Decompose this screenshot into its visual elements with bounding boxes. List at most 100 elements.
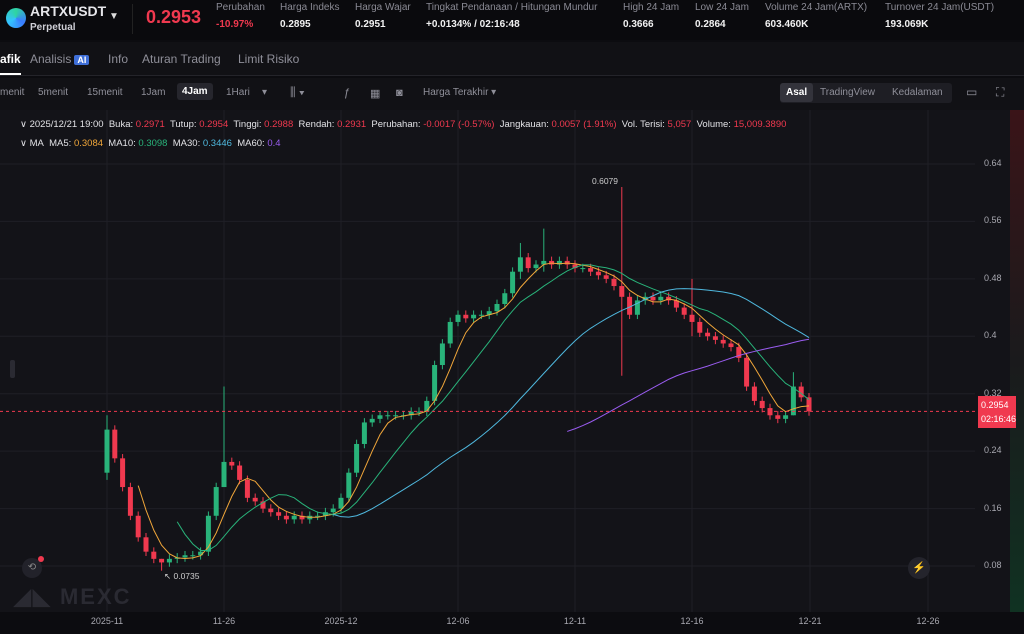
candle-body	[120, 458, 126, 488]
low-label: Rendah:	[298, 119, 335, 130]
volume-label: Volume:	[696, 119, 731, 130]
view-original[interactable]: Asal	[780, 83, 814, 102]
tab-risk-limit[interactable]: Limit Risiko	[238, 52, 300, 66]
candle-type-icon[interactable]: ⫼ ▾	[290, 85, 305, 99]
stat-label: Turnover 24 Jam(USDT)	[885, 2, 995, 13]
candle-body	[315, 515, 321, 517]
tab-bar: afik Analisis AI Info Aturan Trading Limi…	[0, 42, 1024, 76]
indicator-icon[interactable]: ƒ	[344, 87, 351, 99]
candle-body	[673, 300, 679, 308]
interval-1h[interactable]: 1Jam	[141, 87, 166, 98]
candle-body	[619, 286, 625, 297]
open-value: 0.2971	[135, 119, 165, 130]
ma60-value: 0.4	[267, 138, 281, 149]
min-price-annotation: ↖ 0.0735	[164, 571, 200, 581]
layout-grid-icon[interactable]: ▦	[370, 88, 381, 100]
candle-body	[377, 415, 383, 419]
change-label: Perubahan:	[371, 119, 421, 130]
stat-label: Harga Indeks	[280, 2, 340, 13]
divider	[132, 4, 133, 34]
ohlc-datetime: 2025/12/21 19:00	[29, 119, 104, 130]
fullscreen-icon[interactable]: ⛶	[996, 85, 1005, 99]
price-type-select[interactable]: Harga Terakhir ▾	[423, 87, 497, 98]
candle-body	[424, 400, 430, 412]
ma5-line	[137, 262, 810, 560]
candle-body	[260, 501, 266, 509]
candle-body	[455, 314, 461, 322]
stat-value: 603.460K	[765, 19, 809, 30]
candle-body	[720, 339, 726, 344]
chevron-down-icon[interactable]: ▼	[109, 11, 119, 22]
candle-body	[533, 264, 539, 269]
candle-body	[712, 336, 718, 340]
candle-body	[790, 386, 796, 416]
candle-body	[151, 551, 157, 559]
stat-2: Harga Wajar 0.2951	[355, 2, 411, 30]
candle-body	[478, 314, 484, 316]
tab-trading-rules[interactable]: Aturan Trading	[142, 52, 221, 66]
replay-icon[interactable]: ⟲	[22, 558, 42, 578]
candle-body	[166, 558, 172, 563]
y-tick: 0.56	[984, 215, 1002, 226]
x-tick: 11-26	[212, 616, 236, 626]
close-label: Tutup:	[169, 119, 197, 130]
view-tradingview[interactable]: TradingView	[820, 87, 876, 98]
candle-body	[229, 461, 235, 466]
candle-body	[112, 429, 118, 459]
min-price-value: 0.0735	[173, 571, 200, 581]
candle-body	[463, 314, 469, 319]
interval-15m[interactable]: 15menit	[87, 87, 123, 98]
watermark-text: MEXC	[59, 584, 132, 609]
ticker-header: ARTXUSDT Perpetual ▼ 0.2953 Perubahan -10…	[0, 0, 1024, 40]
camera-icon[interactable]: ◙	[396, 87, 403, 99]
high-label: Tinggi:	[233, 119, 262, 130]
candle-body	[689, 314, 695, 322]
stat-4: High 24 Jam 0.3666	[623, 2, 679, 30]
candle-body	[502, 293, 508, 304]
lightning-icon[interactable]: ⚡	[908, 557, 930, 579]
y-tick: 0.08	[984, 560, 1002, 571]
candle-body	[783, 415, 789, 419]
candle-body	[159, 558, 165, 563]
interval-5m[interactable]: 5menit	[38, 87, 69, 98]
candle-body	[525, 257, 531, 269]
ma30-value: 0.3446	[202, 138, 232, 149]
stat-5: Low 24 Jam 0.2864	[695, 2, 749, 30]
ma5-label: MA5:	[49, 138, 72, 149]
stat-label: High 24 Jam	[623, 2, 680, 13]
candle-body	[580, 268, 586, 270]
time-axis: 2025-11 11-26 2025-12 12-06 12-11 12-16 12-21 1…	[0, 612, 1024, 634]
window-icon[interactable]: ▭	[966, 85, 978, 99]
stat-label: Volume 24 Jam(ARTX)	[765, 2, 868, 13]
side-handle[interactable]	[10, 360, 15, 378]
view-depth[interactable]: Kedalaman	[892, 87, 943, 98]
interval-4h[interactable]: 4Jam	[177, 83, 213, 100]
interval-1m[interactable]: menit	[0, 87, 25, 98]
candle-body	[299, 515, 305, 520]
stat-3: Tingkat Pendanaan / Hitungan Mundur +0.01…	[426, 2, 597, 30]
candle-body	[588, 268, 594, 272]
y-tick: 0.48	[984, 272, 1002, 283]
tab-info[interactable]: Info	[108, 52, 129, 66]
x-tick: 2025-12	[324, 616, 358, 626]
symbol-name[interactable]: ARTXUSDT	[30, 3, 107, 19]
interval-1d[interactable]: 1Hari	[226, 87, 250, 98]
x-tick: 12-26	[916, 616, 940, 626]
candle-body	[634, 300, 640, 315]
candle-body	[408, 411, 414, 416]
oi-label: Vol. Terisi:	[621, 119, 665, 130]
tab-analysis[interactable]: Analisis AI	[30, 52, 90, 66]
chevron-down-icon[interactable]: ▾	[262, 87, 268, 98]
tab-chart[interactable]: afik	[0, 52, 21, 75]
candle-body	[104, 429, 110, 473]
candle-body	[705, 332, 711, 337]
candle-body	[330, 508, 336, 513]
price-tag-value: 0.2954	[981, 400, 1009, 410]
price-chart[interactable]: ∨ 2025/12/21 19:00 Buka: 0.2971 Tutup: 0…	[0, 110, 1024, 612]
candle-body	[650, 296, 656, 301]
candle-body	[541, 260, 547, 265]
candle-body	[681, 307, 687, 315]
candle-body	[205, 515, 211, 552]
candle-body	[252, 497, 258, 502]
stat-value: 0.2951	[355, 19, 386, 30]
